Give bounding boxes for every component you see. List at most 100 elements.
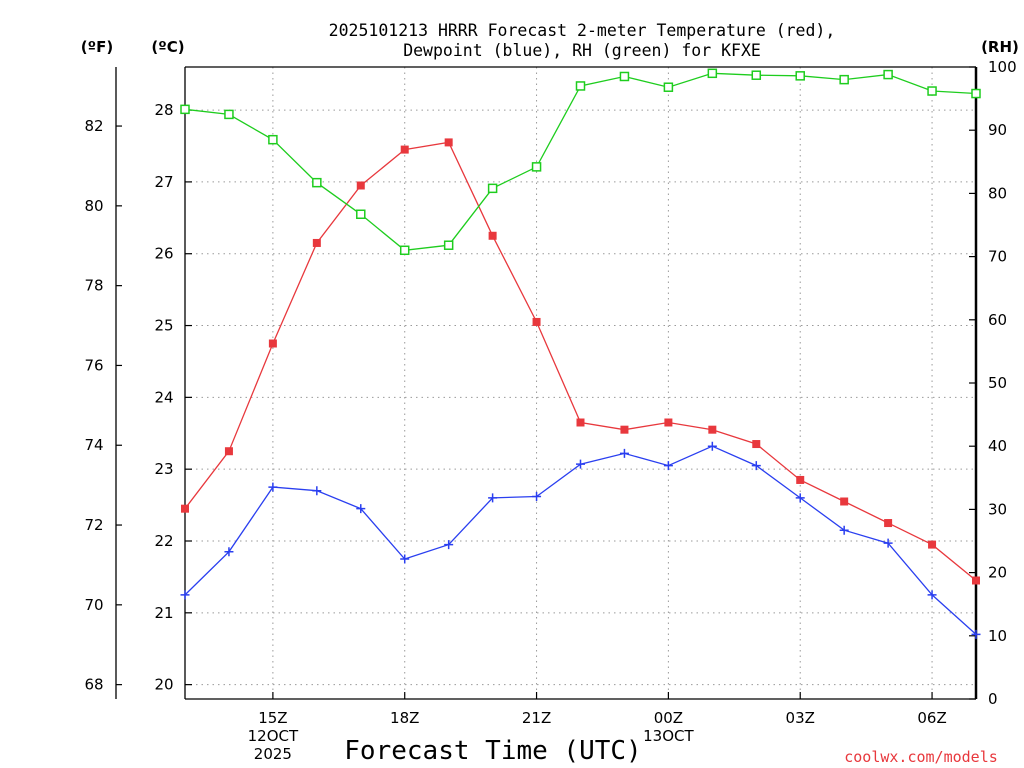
celsius-tick-label: 24 bbox=[154, 388, 173, 406]
rh-point bbox=[751, 70, 762, 80]
celsius-tick-label: 23 bbox=[154, 460, 173, 478]
celsius-tick-label: 25 bbox=[154, 317, 173, 335]
rh-tick-label: 40 bbox=[988, 437, 1007, 455]
temperature-point bbox=[664, 418, 673, 427]
rh-tick-label: 30 bbox=[988, 500, 1007, 518]
rh-series bbox=[180, 68, 981, 256]
chart-title-line2: Dewpoint (blue), RH (green) for KFXE bbox=[403, 41, 761, 60]
rh-tick-label: 60 bbox=[988, 311, 1007, 329]
fahrenheit-axis-ticks: 68 70 72 74 76 78 80 82 bbox=[84, 117, 122, 694]
time-tick-label: 06Z bbox=[917, 709, 946, 727]
celsius-unit-label: (ºC) bbox=[151, 38, 184, 56]
temperature-point bbox=[488, 231, 497, 240]
rh-axis-ticks: 0 10 20 30 40 50 60 70 80 90 100 bbox=[969, 58, 1017, 708]
rh-tick-label: 80 bbox=[988, 184, 1007, 202]
rh-point bbox=[224, 109, 234, 120]
rh-point bbox=[180, 104, 190, 115]
dewpoint-point bbox=[180, 590, 190, 600]
temperature-line bbox=[184, 141, 977, 582]
time-tick-label: 00Z bbox=[654, 709, 683, 727]
temperature-point bbox=[928, 540, 937, 549]
chart-title-line1: 2025101213 HRRR Forecast 2-meter Tempera… bbox=[329, 21, 836, 40]
dewpoint-point bbox=[839, 525, 849, 535]
credit-text: coolwx.com/models bbox=[844, 748, 998, 766]
temperature-point bbox=[708, 425, 717, 434]
dewpoint-point bbox=[532, 491, 542, 501]
temperature-point bbox=[532, 317, 541, 326]
rh-point bbox=[399, 245, 410, 256]
rh-unit-label: (RH) bbox=[981, 38, 1019, 56]
date-tick-label: 12OCT bbox=[248, 727, 299, 745]
rh-point bbox=[487, 183, 498, 194]
temperature-point bbox=[752, 440, 761, 449]
dewpoint-point bbox=[971, 629, 981, 639]
temperature-point bbox=[224, 447, 233, 456]
fahrenheit-tick-label: 68 bbox=[84, 676, 103, 694]
dewpoint-line bbox=[184, 445, 977, 635]
dewpoint-point bbox=[268, 482, 278, 492]
temperature-point bbox=[796, 475, 805, 484]
celsius-tick-label: 26 bbox=[154, 245, 173, 263]
fahrenheit-tick-label: 76 bbox=[84, 356, 103, 374]
temperature-series bbox=[181, 138, 980, 585]
temperature-point bbox=[620, 425, 629, 434]
dewpoint-point bbox=[707, 441, 717, 451]
temperature-point bbox=[400, 145, 409, 154]
rh-point bbox=[971, 88, 981, 99]
rh-point bbox=[795, 71, 805, 81]
dewpoint-point bbox=[619, 448, 629, 458]
rh-point bbox=[312, 177, 322, 188]
rh-tick-label: 100 bbox=[988, 58, 1017, 76]
dewpoint-point bbox=[312, 486, 322, 496]
rh-point bbox=[619, 71, 630, 82]
rh-point bbox=[927, 86, 937, 96]
dewpoint-point bbox=[444, 540, 454, 550]
rh-tick-label: 90 bbox=[988, 121, 1007, 139]
fahrenheit-tick-label: 78 bbox=[84, 277, 103, 295]
temperature-point bbox=[268, 339, 277, 348]
chart-axes bbox=[115, 66, 978, 700]
dewpoint-point bbox=[883, 538, 893, 548]
dewpoint-point bbox=[663, 461, 673, 471]
dewpoint-point bbox=[751, 461, 761, 471]
fahrenheit-tick-label: 74 bbox=[84, 436, 103, 454]
dewpoint-point bbox=[488, 493, 498, 503]
rh-point bbox=[839, 74, 849, 85]
year-tick-label: 2025 bbox=[254, 745, 292, 763]
x-axis-label: Forecast Time (UTC) bbox=[344, 736, 641, 766]
grid-lines bbox=[185, 67, 976, 699]
series-layer bbox=[180, 68, 981, 639]
fahrenheit-tick-label: 70 bbox=[84, 596, 103, 614]
celsius-tick-label: 21 bbox=[154, 604, 173, 622]
fahrenheit-tick-label: 72 bbox=[84, 516, 103, 534]
temperature-point bbox=[312, 238, 321, 247]
rh-point bbox=[883, 69, 893, 80]
celsius-tick-label: 27 bbox=[154, 173, 173, 191]
rh-tick-label: 0 bbox=[988, 690, 998, 708]
rh-tick-label: 50 bbox=[988, 374, 1007, 392]
dewpoint-point bbox=[400, 554, 410, 564]
fahrenheit-unit-label: (ºF) bbox=[81, 38, 113, 56]
rh-point bbox=[531, 162, 542, 172]
time-tick-label: 15Z bbox=[258, 709, 287, 727]
temperature-point bbox=[576, 418, 585, 427]
rh-tick-label: 10 bbox=[988, 627, 1007, 645]
time-tick-label: 03Z bbox=[786, 709, 815, 727]
temperature-point bbox=[181, 504, 189, 513]
fahrenheit-tick-label: 80 bbox=[84, 197, 103, 215]
celsius-tick-label: 28 bbox=[154, 101, 173, 119]
rh-point bbox=[356, 209, 366, 220]
dewpoint-point bbox=[576, 459, 585, 469]
dewpoint-point bbox=[224, 547, 234, 557]
temperature-point bbox=[444, 138, 453, 147]
rh-line bbox=[184, 72, 977, 251]
rh-point bbox=[443, 240, 454, 250]
time-tick-label: 21Z bbox=[522, 709, 551, 727]
celsius-tick-label: 20 bbox=[154, 676, 173, 694]
rh-point bbox=[707, 68, 718, 79]
dewpoint-point bbox=[795, 493, 805, 503]
rh-point bbox=[663, 82, 674, 92]
temperature-point bbox=[884, 519, 893, 528]
